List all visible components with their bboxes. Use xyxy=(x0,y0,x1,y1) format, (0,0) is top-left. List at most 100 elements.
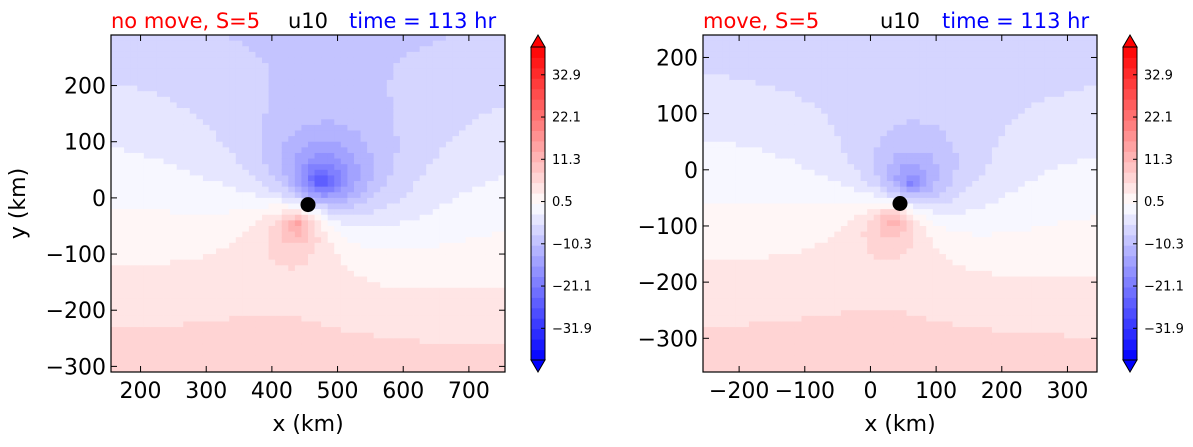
colorbar-level xyxy=(531,161,545,173)
colorbar-level xyxy=(531,57,545,69)
colorbar-level xyxy=(531,151,545,163)
colorbar-level xyxy=(531,245,545,257)
colorbar-level xyxy=(531,88,545,100)
colorbar-level xyxy=(1123,99,1137,111)
colorbar-level xyxy=(531,109,545,121)
colorbar: 32.9 22.1 11.3 0.5 −10.3 −21.1 −31.9 xyxy=(530,34,592,373)
storm-center-marker xyxy=(300,197,316,213)
storm-center-marker xyxy=(892,196,908,211)
colorbar-level xyxy=(531,266,545,278)
y-tick-label: 0 xyxy=(684,159,698,184)
colorbar-level xyxy=(531,99,545,111)
colorbar-level xyxy=(1123,203,1137,215)
colorbar-level xyxy=(1123,120,1137,131)
plot-frame xyxy=(110,34,506,373)
colorbar-level xyxy=(1123,328,1137,340)
colorbar-level xyxy=(531,339,545,351)
x-tick-label: −200 xyxy=(709,379,769,404)
colorbar-level xyxy=(531,307,545,319)
colorbar-extend-max xyxy=(1122,34,1138,48)
y-tick-label: −200 xyxy=(638,271,698,296)
colorbar-tick-label: −10.3 xyxy=(1144,237,1184,252)
colorbar-frame xyxy=(530,46,546,361)
colorbar-level xyxy=(531,203,545,215)
x-tick-label: 400 xyxy=(251,379,293,404)
colorbar-level xyxy=(531,318,545,330)
colorbar-tick-label: −21.1 xyxy=(552,280,592,295)
colorbar-tick-label: 11.3 xyxy=(1144,153,1173,168)
colorbar-level xyxy=(531,78,545,90)
colorbar-level xyxy=(531,349,545,361)
colorbar-level xyxy=(1123,161,1137,173)
y-tick-label: −100 xyxy=(46,243,106,268)
colorbar-level xyxy=(531,276,545,288)
colorbar-level xyxy=(531,297,545,309)
x-tick-label: 300 xyxy=(1046,379,1088,404)
colorbar-level xyxy=(1123,140,1137,152)
colorbar-level xyxy=(531,193,545,204)
colorbar-level xyxy=(1123,213,1137,225)
x-tick-label: 200 xyxy=(981,379,1023,404)
y-tick-label: 200 xyxy=(64,75,106,100)
colorbar-level xyxy=(531,47,545,58)
x-tick-label: 700 xyxy=(448,379,490,404)
colorbar-level xyxy=(1123,266,1137,278)
x-tick-label: 100 xyxy=(915,379,957,404)
u10-field xyxy=(111,35,505,372)
colorbar-level xyxy=(531,67,545,79)
colorbar-level xyxy=(531,172,545,184)
colorbar-level xyxy=(1123,245,1137,257)
colorbar-extend-min xyxy=(1122,359,1138,373)
colorbar-level xyxy=(1123,130,1137,142)
colorbar-tick-label: −31.9 xyxy=(1144,322,1184,337)
colorbar-level xyxy=(531,182,545,194)
y-tick-label: −100 xyxy=(638,215,698,240)
colorbar-level xyxy=(1123,339,1137,351)
y-tick-label: 100 xyxy=(656,103,698,128)
colorbar-extend-max xyxy=(530,34,546,48)
colorbar-level xyxy=(1123,67,1137,79)
y-tick-label: 200 xyxy=(656,46,698,71)
colorbar-tick-label: 0.5 xyxy=(552,195,573,210)
x-tick-label: 500 xyxy=(317,379,359,404)
y-axis-title: y (km) xyxy=(6,168,31,239)
colorbar-level xyxy=(1123,172,1137,184)
colorbar-level xyxy=(1123,255,1137,267)
title-part-1: move, S=5 xyxy=(703,9,819,33)
colorbar-level xyxy=(531,140,545,152)
colorbar: 32.9 22.1 11.3 0.5 −10.3 −21.1 −31.9 xyxy=(1122,34,1184,373)
colorbar-level xyxy=(1123,349,1137,361)
colorbar-level xyxy=(531,234,545,246)
colorbar-level xyxy=(1123,297,1137,309)
x-tick-label: 300 xyxy=(185,379,227,404)
colorbar-extend-min xyxy=(530,359,546,373)
colorbar-level xyxy=(1123,286,1137,298)
subplot-1: 200 300 400 500 600 700 200 100 0 −100 −200 −300 x (… xyxy=(6,9,592,437)
colorbar-level xyxy=(1123,57,1137,69)
colorbar-level xyxy=(531,255,545,267)
y-tick-label: −200 xyxy=(46,299,106,324)
colorbar-level xyxy=(1123,78,1137,90)
y-tick-label: −300 xyxy=(638,327,698,352)
title-part-3: time = 113 hr xyxy=(942,9,1089,33)
y-tick-label: 100 xyxy=(64,131,106,156)
colorbar-level xyxy=(1123,234,1137,246)
y-tick-label: 0 xyxy=(92,187,106,212)
colorbar-level xyxy=(1123,109,1137,121)
colorbar-level xyxy=(1123,88,1137,100)
title-part-2: u10 xyxy=(880,9,920,33)
colorbar-level xyxy=(1123,182,1137,194)
colorbar-level xyxy=(1123,151,1137,163)
colorbar-level xyxy=(531,286,545,298)
colorbar-tick-label: 11.3 xyxy=(552,153,581,168)
colorbar-tick-label: −21.1 xyxy=(1144,280,1184,295)
colorbar-level xyxy=(531,120,545,131)
title-part-1: no move, S=5 xyxy=(111,9,260,33)
title-part-3: time = 113 hr xyxy=(349,9,496,33)
colorbar-tick-label: 32.9 xyxy=(1144,68,1173,83)
colorbar-level xyxy=(531,328,545,340)
colorbar-level xyxy=(1123,276,1137,288)
colorbar-tick-label: −31.9 xyxy=(552,322,592,337)
